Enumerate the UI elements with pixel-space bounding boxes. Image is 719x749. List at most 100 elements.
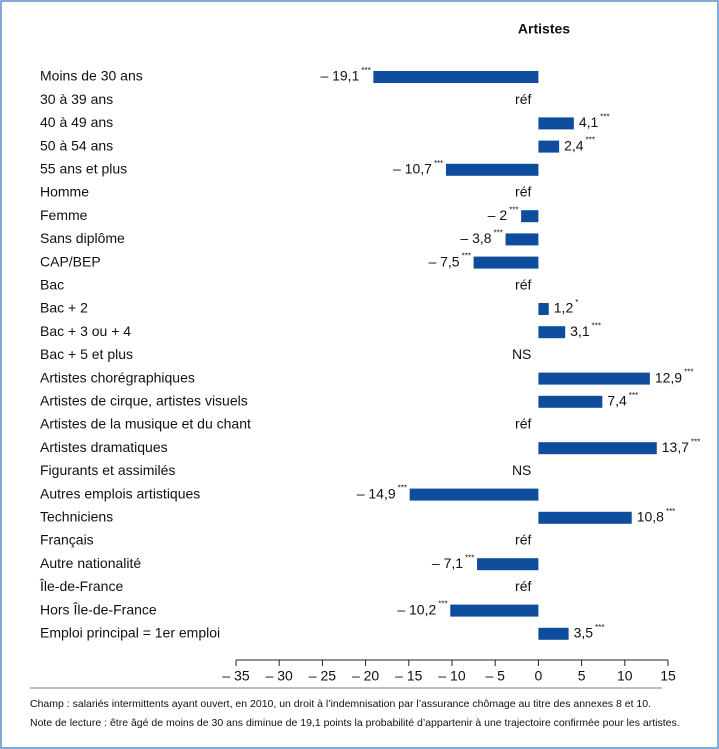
x-tick-label: – 15 <box>395 668 422 684</box>
bar <box>373 71 539 83</box>
bar <box>477 558 539 571</box>
chart-title: Artistes <box>518 21 570 37</box>
significance: *** <box>434 159 443 168</box>
category-label: Artistes dramatiques <box>40 439 168 455</box>
bar <box>538 326 566 339</box>
significance: *** <box>684 368 693 377</box>
x-tick-label: 5 <box>578 668 586 684</box>
value-label: NS <box>512 346 531 362</box>
category-label: Emploi principal = 1er emploi <box>40 625 220 641</box>
x-tick-label: 10 <box>617 668 633 684</box>
bar <box>505 233 539 246</box>
value-label: – 3,8 <box>460 230 491 246</box>
category-label: Bac + 3 ou + 4 <box>40 323 131 339</box>
significance: *** <box>595 623 604 632</box>
value-label: réf <box>515 532 531 548</box>
category-label: Artistes de la musique et du chant <box>40 416 251 432</box>
significance: *** <box>494 229 503 238</box>
value-label: – 10,7 <box>393 161 432 177</box>
category-label: 50 à 54 ans <box>40 137 113 153</box>
significance: *** <box>600 113 609 122</box>
value-label: 12,9 <box>655 369 682 385</box>
bar <box>538 627 569 640</box>
bar <box>521 210 539 223</box>
value-label: réf <box>515 91 531 107</box>
category-label: Sans diplôme <box>40 230 125 246</box>
category-label: Hors Île-de-France <box>40 601 157 617</box>
value-label: réf <box>515 578 531 594</box>
bar <box>538 303 549 315</box>
category-label: Autre nationalité <box>40 555 141 571</box>
note: Note de lecture : être âgé de moins de 3… <box>30 717 680 729</box>
x-tick-label: 15 <box>660 668 676 684</box>
value-label: réf <box>515 184 531 200</box>
bar <box>538 442 657 455</box>
category-label: Homme <box>40 184 89 200</box>
value-label: 10,8 <box>637 509 664 525</box>
value-label: réf <box>515 416 531 432</box>
significance: *** <box>586 136 595 145</box>
value-label: 3,1 <box>570 323 590 339</box>
category-label: Femme <box>40 207 88 223</box>
significance: *** <box>629 391 638 400</box>
value-label: – 10,2 <box>397 601 436 617</box>
value-label: – 2 <box>488 207 508 223</box>
category-label: Artistes chorégraphiques <box>40 369 195 385</box>
category-label: Bac + 2 <box>40 300 88 316</box>
x-tick-label: – 30 <box>266 668 293 684</box>
category-label: 40 à 49 ans <box>40 114 113 130</box>
value-label: 4,1 <box>579 114 599 130</box>
value-label: 7,4 <box>607 393 627 409</box>
significance: *** <box>465 553 474 562</box>
significance: *** <box>361 66 370 75</box>
x-tick-label: – 25 <box>309 668 336 684</box>
significance: *** <box>592 321 601 330</box>
bar <box>538 395 603 408</box>
value-label: 2,4 <box>564 137 584 153</box>
significance: *** <box>509 205 518 214</box>
significance: *** <box>666 507 675 516</box>
category-label: CAP/BEP <box>40 253 101 269</box>
x-tick-label: – 20 <box>352 668 379 684</box>
value-label: réf <box>515 277 531 293</box>
x-tick-label: – 5 <box>485 668 505 684</box>
category-label: Français <box>40 532 94 548</box>
value-label: 13,7 <box>662 439 689 455</box>
category-label: Bac <box>40 277 64 293</box>
category-label: Île-de-France <box>39 578 123 594</box>
category-label: 30 à 39 ans <box>40 91 113 107</box>
value-label: – 14,9 <box>357 485 396 501</box>
value-label: – 19,1 <box>320 68 359 84</box>
bar <box>409 488 539 501</box>
note: Champ : salariés intermittents ayant ouv… <box>30 698 651 710</box>
category-label: Autres emplois artistiques <box>40 485 200 501</box>
value-label: NS <box>512 462 531 478</box>
bar <box>538 140 560 153</box>
category-label: 55 ans et plus <box>40 161 127 177</box>
x-tick-label: – 10 <box>438 668 465 684</box>
category-label: Moins de 30 ans <box>40 68 143 84</box>
category-label: Artistes de cirque, artistes visuels <box>40 393 248 409</box>
category-label: Bac + 5 et plus <box>40 346 133 362</box>
bar <box>538 511 632 524</box>
bar <box>538 117 574 130</box>
bar <box>450 604 539 617</box>
bar <box>473 256 539 269</box>
category-label: Techniciens <box>40 509 113 525</box>
significance: *** <box>462 252 471 261</box>
value-label: 1,2 <box>554 300 574 316</box>
significance: * <box>575 298 578 307</box>
x-tick-label: – 35 <box>222 668 249 684</box>
bar <box>538 372 650 385</box>
category-label: Figurants et assimilés <box>40 462 175 478</box>
significance: *** <box>438 600 447 609</box>
value-label: – 7,5 <box>428 253 459 269</box>
value-label: – 7,1 <box>432 555 463 571</box>
significance: *** <box>691 437 700 446</box>
x-tick-label: 0 <box>535 668 543 684</box>
significance: *** <box>398 484 407 493</box>
bar <box>445 163 539 176</box>
value-label: 3,5 <box>574 625 594 641</box>
